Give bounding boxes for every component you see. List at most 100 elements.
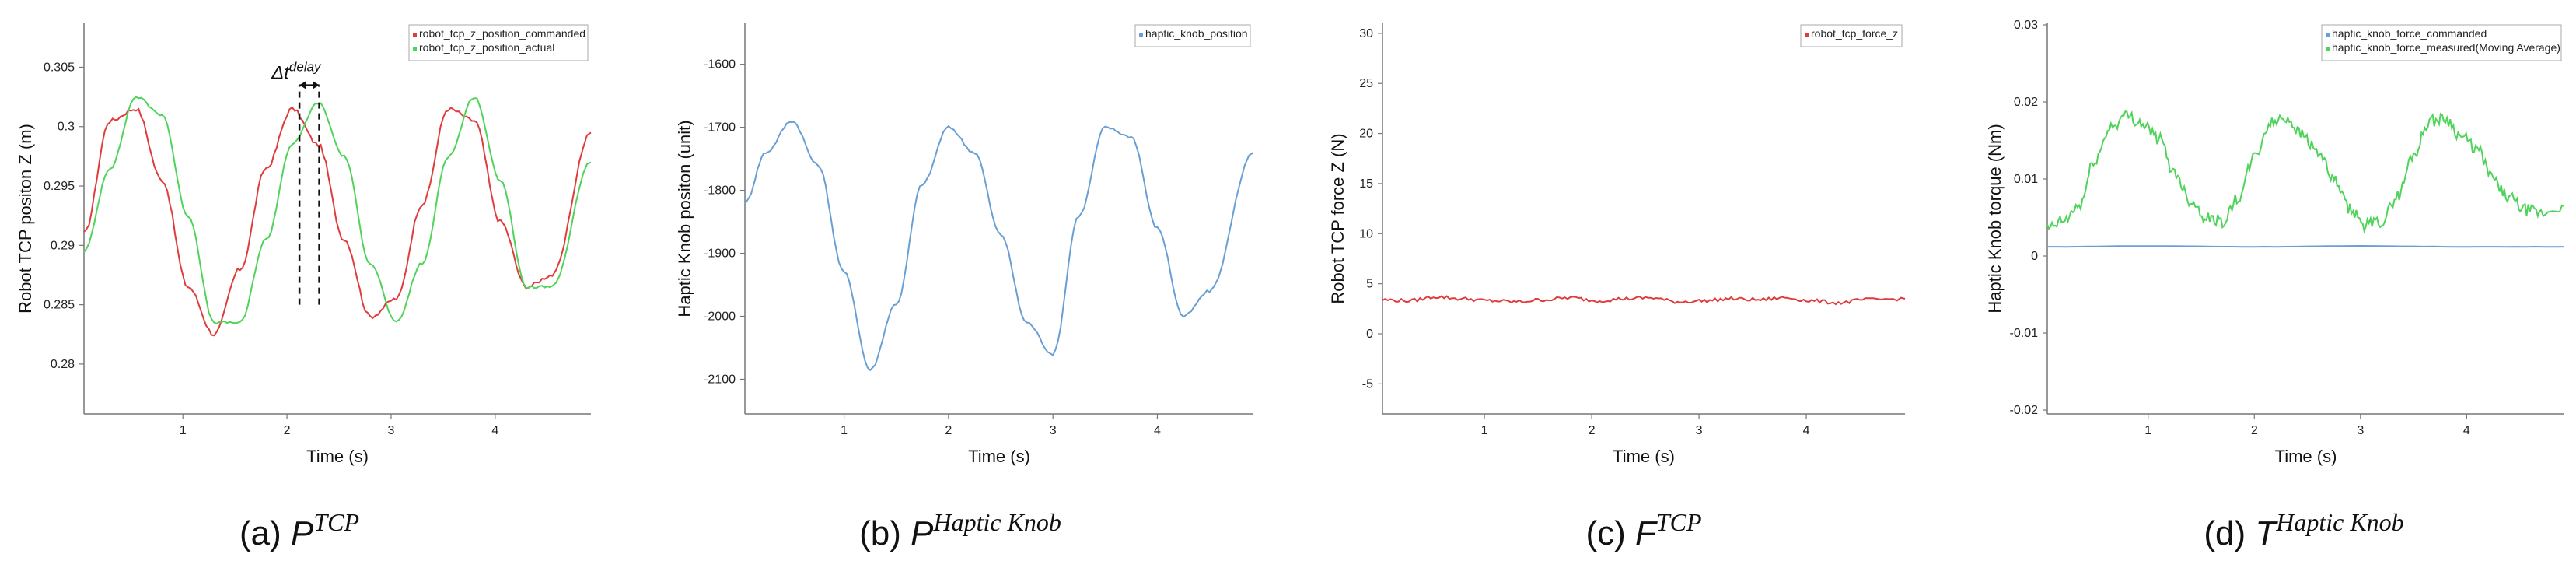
delay-arrowhead-left [299, 81, 306, 89]
caption-prefix: (a) [239, 514, 291, 552]
y-tick-label: 10 [1359, 227, 1373, 240]
x-tick-label: 2 [284, 424, 291, 437]
caption-superscript: Haptic Knob [932, 508, 1061, 536]
series-line-0 [1382, 295, 1906, 306]
legend: haptic_knob_force_commandedhaptic_knob_f… [2321, 24, 2562, 61]
y-tick-label: 15 [1359, 177, 1373, 191]
delay-label-sup: delay [289, 59, 322, 74]
x-tick-label: 2 [945, 424, 952, 437]
y-axis-label: Robot TCP positon Z (m) [16, 124, 35, 314]
y-tick-label: 0 [1366, 328, 1373, 341]
panel-caption: (c) FTCP [1585, 508, 1701, 552]
y-axis-label: Haptic Knob torque (Nm) [1985, 124, 2005, 313]
y-tick-label: 25 [1359, 77, 1373, 90]
y-tick-label: 0.295 [44, 180, 75, 193]
y-tick-label: 0.305 [44, 61, 75, 74]
delay-arrowhead-right [313, 81, 320, 89]
x-tick-label: 1 [1481, 424, 1488, 437]
y-tick-label: -1900 [704, 247, 736, 261]
chart-panel-b: -2100 -2000 -1900 -1800 -1700 -1600 1 2 3 4 Time (… [675, 23, 1254, 552]
caption-superscript: TCP [313, 508, 359, 536]
caption-prefix: (d) [2204, 514, 2255, 552]
x-tick-label: 4 [1154, 424, 1161, 437]
series-line-0 [2047, 244, 2565, 248]
caption-superscript: Haptic Knob [2275, 508, 2403, 536]
x-tick-label: 3 [387, 424, 394, 437]
y-tick-label: -1700 [704, 121, 736, 135]
delay-label-main: Δt [271, 62, 290, 83]
legend-entry: haptic_knob_position [1145, 27, 1248, 40]
y-axis-label: Robot TCP force Z (N) [1328, 133, 1347, 303]
y-tick-label: -1600 [704, 58, 736, 72]
y-tick-label: 0 [2031, 250, 2038, 263]
legend: robot_tcp_z_position_commandedrobot_tcp_… [408, 24, 589, 61]
y-tick-label: 0.29 [51, 239, 75, 252]
x-axis-label: Time (s) [1613, 447, 1675, 466]
y-tick-label: -5 [1362, 377, 1373, 391]
legend-box [1134, 24, 1251, 47]
delay-annotation: Δtdelay [271, 59, 322, 305]
x-axis-label: Time (s) [2275, 447, 2337, 466]
x-tick-label: 4 [1803, 424, 1810, 437]
legend-swatch [1139, 33, 1143, 37]
y-axis-label: Haptic Knob positon (unit) [675, 120, 694, 317]
legend-box [408, 24, 589, 61]
legend-box [1800, 24, 1903, 47]
caption-prefix: (b) [859, 514, 911, 552]
panel-caption: (a) PTCP [239, 508, 359, 552]
x-tick-label: 3 [1050, 424, 1057, 437]
legend-swatch [2326, 47, 2330, 51]
y-tick-label: -0.02 [2010, 404, 2039, 417]
caption-superscript: TCP [1656, 508, 1702, 536]
x-tick-label: 3 [1696, 424, 1703, 437]
series-line-1 [2046, 110, 2565, 234]
x-tick-label: 1 [2144, 424, 2151, 437]
y-tick-label: 0.01 [2014, 173, 2038, 186]
legend-entry: robot_tcp_force_z [1811, 27, 1898, 40]
y-tick-label: 0.285 [44, 299, 75, 312]
legend-swatch [1805, 33, 1809, 37]
y-tick-label: -2000 [704, 310, 736, 324]
panel-caption: (b) PHaptic Knob [859, 508, 1061, 552]
legend-swatch [413, 47, 417, 51]
legend-box [2321, 24, 2562, 61]
y-tick-label: 20 [1359, 128, 1373, 141]
y-tick-label: 0.03 [2014, 19, 2038, 32]
y-tick-label: 30 [1359, 27, 1373, 40]
caption-main: T [2255, 514, 2278, 552]
chart-panel-c: -5 0 5 10 15 20 25 30 1 2 3 4 Time (s) Robot TCP forc… [1328, 23, 1906, 552]
y-tick-label: -1800 [704, 184, 736, 198]
x-tick-label: 1 [841, 424, 848, 437]
y-tick-label: 5 [1366, 278, 1373, 291]
caption-main: P [291, 514, 314, 552]
delay-label: Δtdelay [271, 59, 322, 83]
legend-swatch [413, 33, 417, 37]
x-axis-label: Time (s) [306, 447, 369, 466]
chart-panel-d: -0.02 -0.01 0 0.01 0.02 0.03 1 2 3 4 Time (s) Hapti… [1985, 19, 2565, 552]
x-axis-label: Time (s) [968, 447, 1030, 466]
x-tick-label: 1 [180, 424, 187, 437]
panel-caption: (d) THaptic Knob [2204, 508, 2403, 552]
legend-entry: haptic_knob_force_measured(Moving Averag… [2332, 41, 2560, 54]
x-tick-label: 4 [2463, 424, 2470, 437]
y-tick-label: 0.3 [58, 121, 75, 134]
series-line-0 [83, 106, 592, 337]
legend-entry: robot_tcp_z_position_actual [419, 41, 554, 54]
x-tick-label: 3 [2357, 424, 2364, 437]
legend-entry: robot_tcp_z_position_commanded [419, 27, 585, 40]
caption-main: F [1635, 514, 1658, 552]
y-tick-label: 0.02 [2014, 96, 2038, 109]
y-tick-label: 0.28 [51, 358, 75, 371]
legend: haptic_knob_position [1134, 24, 1251, 47]
caption-prefix: (c) [1585, 514, 1635, 552]
x-tick-label: 2 [1589, 424, 1596, 437]
caption-main: P [911, 514, 934, 552]
x-tick-label: 4 [491, 424, 498, 437]
legend-swatch [2326, 33, 2330, 37]
series-line-1 [83, 96, 592, 324]
chart-panel-a: 0.28 0.285 0.29 0.295 0.3 0.305 1 2 3 4 Time (s) Ro… [16, 23, 592, 552]
y-tick-label: -2100 [704, 373, 736, 386]
legend-entry: haptic_knob_force_commanded [2332, 27, 2487, 40]
series-line-0 [744, 121, 1254, 372]
